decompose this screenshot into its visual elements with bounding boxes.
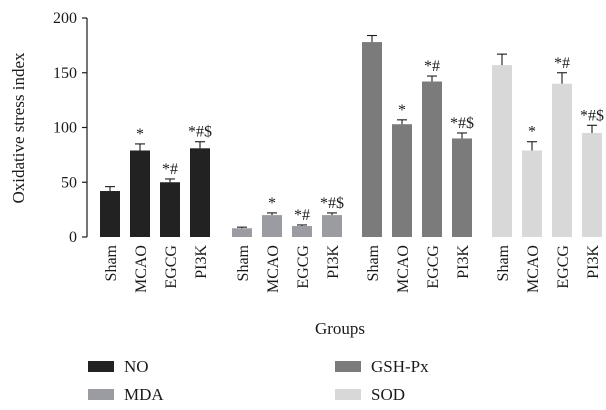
x-tick-label: Sham [235, 244, 252, 281]
significance-label: * [528, 124, 536, 141]
bar [492, 65, 512, 238]
series-gsh-px: Sham * MCAO *# EGCG *#$ PI3K [362, 34, 474, 293]
y-tick-label: 50 [61, 174, 77, 191]
x-tick-label: EGCG [555, 245, 572, 289]
legend-swatch [88, 361, 114, 372]
bar [552, 83, 572, 237]
significance-label: * [136, 126, 144, 143]
bar [362, 42, 382, 238]
x-tick-label: PI3K [193, 245, 210, 279]
legend-label: NO [124, 357, 149, 376]
bar [582, 132, 602, 237]
significance-label: *# [424, 58, 440, 75]
legend-label: MDA [124, 385, 164, 404]
x-tick-label: EGCG [295, 245, 312, 289]
x-tick-label: MCAO [133, 245, 150, 293]
bar [522, 150, 542, 237]
series-sod: Sham * MCAO *# EGCG *#$ PI3K [492, 53, 604, 293]
x-tick-label: Sham [103, 244, 120, 281]
x-tick-label: MCAO [395, 245, 412, 293]
significance-label: *# [294, 207, 310, 224]
bar [392, 124, 412, 237]
legend-label: GSH-Px [371, 357, 429, 376]
x-axis-title: Groups [315, 319, 365, 338]
legend-swatch [88, 389, 114, 400]
legend-item: NO [88, 357, 149, 376]
bar [292, 226, 312, 237]
significance-label: *#$ [320, 195, 344, 212]
x-tick-label: EGCG [425, 245, 442, 289]
y-tick-label: 150 [53, 65, 77, 82]
y-axis-title: Oxidative stress index [9, 52, 28, 204]
significance-label: * [268, 195, 276, 212]
legend-item: MDA [88, 385, 164, 404]
legend-swatch [335, 389, 361, 400]
legend-swatch [335, 361, 361, 372]
y-tick-label: 100 [53, 120, 77, 137]
significance-label: *# [162, 161, 178, 178]
x-tick-label: MCAO [525, 245, 542, 293]
significance-label: *#$ [450, 115, 474, 132]
x-tick-label: EGCG [163, 245, 180, 289]
x-tick-label: PI3K [585, 245, 602, 279]
bar [262, 215, 282, 237]
x-tick-label: Sham [495, 244, 512, 281]
bar [452, 138, 472, 237]
bar [190, 148, 210, 237]
bar [322, 215, 342, 237]
x-tick-label: PI3K [455, 245, 472, 279]
significance-label: *#$ [188, 124, 212, 141]
significance-label: *#$ [580, 107, 604, 124]
x-tick-label: PI3K [325, 245, 342, 279]
bar [422, 81, 442, 237]
bar [160, 182, 180, 237]
series-mda: Sham * MCAO *# EGCG *#$ PI3K [232, 195, 344, 293]
series-no: Sham * MCAO *# EGCG *#$ PI3K [100, 124, 212, 293]
bars: Sham * MCAO *# EGCG *#$ PI3K Sham * MCAO *# EGCG *#$… [100, 34, 604, 293]
legend-label: SOD [371, 385, 405, 404]
significance-label: * [398, 102, 406, 119]
x-tick-label: MCAO [265, 245, 282, 293]
y-tick-label: 0 [69, 229, 77, 246]
bar [100, 191, 120, 237]
legend-item: GSH-Px [335, 357, 429, 376]
x-tick-label: Sham [365, 244, 382, 281]
legend-item: SOD [335, 385, 405, 404]
bar [130, 150, 150, 237]
y-tick-label: 200 [53, 10, 77, 27]
legend: NO MDA GSH-Px SOD [88, 357, 429, 404]
bar [232, 228, 252, 237]
axes: 0 50 100 150 200 Oxidative stress index Groups [9, 10, 365, 338]
significance-label: *# [554, 55, 570, 72]
